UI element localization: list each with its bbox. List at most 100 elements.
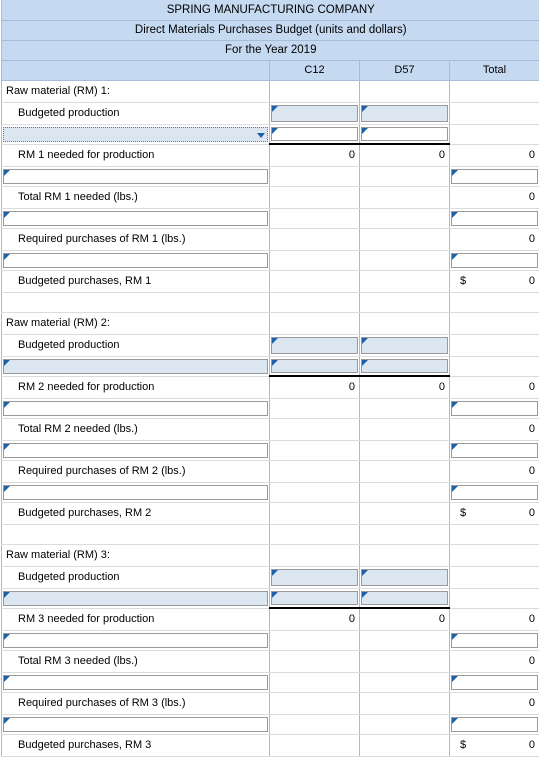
blank bbox=[449, 588, 539, 609]
budgeted-production-d57-rm1[interactable] bbox=[361, 104, 448, 122]
add-total-input-rm2[interactable] bbox=[451, 400, 539, 416]
dollar-sign: $ bbox=[460, 274, 467, 287]
total-needed-rm1: 0 bbox=[449, 186, 539, 209]
item-dropdown-rm1[interactable] bbox=[3, 126, 268, 142]
less-item-input-rm3[interactable] bbox=[3, 674, 268, 690]
item-row-d57-rm2[interactable] bbox=[361, 358, 448, 373]
budgeted-production-label-rm2: Budgeted production bbox=[1, 334, 270, 357]
chevron-down-icon bbox=[257, 132, 265, 138]
blank bbox=[359, 482, 450, 503]
blank bbox=[269, 734, 360, 757]
section-title-rm3: Raw material (RM) 3: bbox=[1, 544, 270, 567]
blank bbox=[359, 228, 450, 251]
blank bbox=[269, 714, 360, 735]
dollar-sign: $ bbox=[460, 738, 467, 751]
cost-total-input-rm2[interactable] bbox=[451, 484, 539, 500]
blank bbox=[269, 440, 360, 461]
less-total-input-rm2[interactable] bbox=[451, 442, 539, 458]
needed-c12-rm1: 0 bbox=[269, 144, 360, 167]
budgeted-purchases-rm3: 0 bbox=[528, 739, 536, 751]
needed-d57-rm3: 0 bbox=[359, 608, 450, 631]
less-item-input-rm2[interactable] bbox=[3, 442, 268, 458]
required-purchases-rm3: 0 bbox=[449, 692, 539, 715]
less-item-input-rm1[interactable] bbox=[3, 210, 268, 226]
blank bbox=[269, 460, 360, 483]
blank bbox=[359, 80, 450, 103]
needed-c12-rm3: 0 bbox=[269, 608, 360, 631]
total-needed-rm3: 0 bbox=[449, 650, 539, 673]
add-item-input-rm2[interactable] bbox=[3, 400, 268, 416]
less-total-input-rm1[interactable] bbox=[451, 210, 539, 226]
blank bbox=[269, 312, 360, 335]
item-row-c12-rm3[interactable] bbox=[271, 590, 358, 605]
item-input-rm2[interactable] bbox=[3, 358, 268, 374]
blank bbox=[269, 630, 360, 651]
blank bbox=[449, 566, 539, 589]
required-purchases-label-rm1: Required purchases of RM 1 (lbs.) bbox=[1, 228, 270, 251]
blank bbox=[359, 714, 450, 735]
total-needed-label-rm2: Total RM 2 needed (lbs.) bbox=[1, 418, 270, 441]
cost-item-input-rm1[interactable] bbox=[3, 252, 268, 268]
blank bbox=[269, 186, 360, 209]
company-name: SPRING MANUFACTURING COMPANY bbox=[0, 0, 539, 21]
blank bbox=[449, 334, 539, 357]
add-total-input-rm1[interactable] bbox=[451, 168, 539, 184]
blank bbox=[359, 166, 450, 187]
budget-title: Direct Materials Purchases Budget (units… bbox=[0, 20, 539, 41]
blank bbox=[359, 292, 450, 313]
less-total-input-rm3[interactable] bbox=[451, 674, 539, 690]
blank bbox=[269, 418, 360, 441]
needed-d57-rm1: 0 bbox=[359, 144, 450, 167]
dropdown-row-c12-rm1[interactable] bbox=[271, 126, 358, 141]
blank bbox=[359, 440, 450, 461]
blank bbox=[269, 80, 360, 103]
needed-label-rm3: RM 3 needed for production bbox=[1, 608, 270, 631]
column-header-blank bbox=[1, 60, 270, 81]
budgeted-production-c12-rm2[interactable] bbox=[271, 336, 358, 354]
blank bbox=[359, 312, 450, 335]
blank bbox=[269, 524, 360, 545]
total-needed-label-rm3: Total RM 3 needed (lbs.) bbox=[1, 650, 270, 673]
blank bbox=[269, 398, 360, 419]
blank bbox=[1, 524, 270, 545]
budgeted-purchases-rm2: 0 bbox=[528, 507, 536, 519]
blank bbox=[269, 228, 360, 251]
budgeted-production-d57-rm3[interactable] bbox=[361, 568, 448, 586]
cost-item-input-rm3[interactable] bbox=[3, 716, 268, 732]
needed-label-rm1: RM 1 needed for production bbox=[1, 144, 270, 167]
blank bbox=[269, 208, 360, 229]
add-item-input-rm3[interactable] bbox=[3, 632, 268, 648]
budgeted-production-c12-rm3[interactable] bbox=[271, 568, 358, 586]
add-total-input-rm3[interactable] bbox=[451, 632, 539, 648]
blank bbox=[359, 186, 450, 209]
column-header-c12: C12 bbox=[269, 60, 360, 81]
item-input-rm3[interactable] bbox=[3, 590, 268, 606]
column-header-total: Total bbox=[449, 60, 539, 81]
blank bbox=[359, 418, 450, 441]
blank bbox=[359, 734, 450, 757]
needed-label-rm2: RM 2 needed for production bbox=[1, 376, 270, 399]
needed-d57-rm2: 0 bbox=[359, 376, 450, 399]
blank bbox=[269, 692, 360, 715]
add-item-input-rm1[interactable] bbox=[3, 168, 268, 184]
dropdown-row-d57-rm1[interactable] bbox=[361, 126, 448, 141]
cost-total-input-rm3[interactable] bbox=[451, 716, 539, 732]
budgeted-purchases-label-rm2: Budgeted purchases, RM 2 bbox=[1, 502, 270, 525]
blank bbox=[359, 630, 450, 651]
blank bbox=[269, 250, 360, 271]
blank bbox=[269, 166, 360, 187]
cost-total-input-rm1[interactable] bbox=[451, 252, 539, 268]
item-row-d57-rm3[interactable] bbox=[361, 590, 448, 605]
blank bbox=[269, 672, 360, 693]
budgeted-production-d57-rm2[interactable] bbox=[361, 336, 448, 354]
section-title-rm2: Raw material (RM) 2: bbox=[1, 312, 270, 335]
budgeted-production-label-rm3: Budgeted production bbox=[1, 566, 270, 589]
section-title-rm1: Raw material (RM) 1: bbox=[1, 80, 270, 103]
required-purchases-label-rm2: Required purchases of RM 2 (lbs.) bbox=[1, 460, 270, 483]
cost-item-input-rm2[interactable] bbox=[3, 484, 268, 500]
budgeted-purchases-rm1: 0 bbox=[528, 275, 536, 287]
item-row-c12-rm2[interactable] bbox=[271, 358, 358, 373]
budgeted-purchases-label-rm3: Budgeted purchases, RM 3 bbox=[1, 734, 270, 757]
budgeted-production-c12-rm1[interactable] bbox=[271, 104, 358, 122]
